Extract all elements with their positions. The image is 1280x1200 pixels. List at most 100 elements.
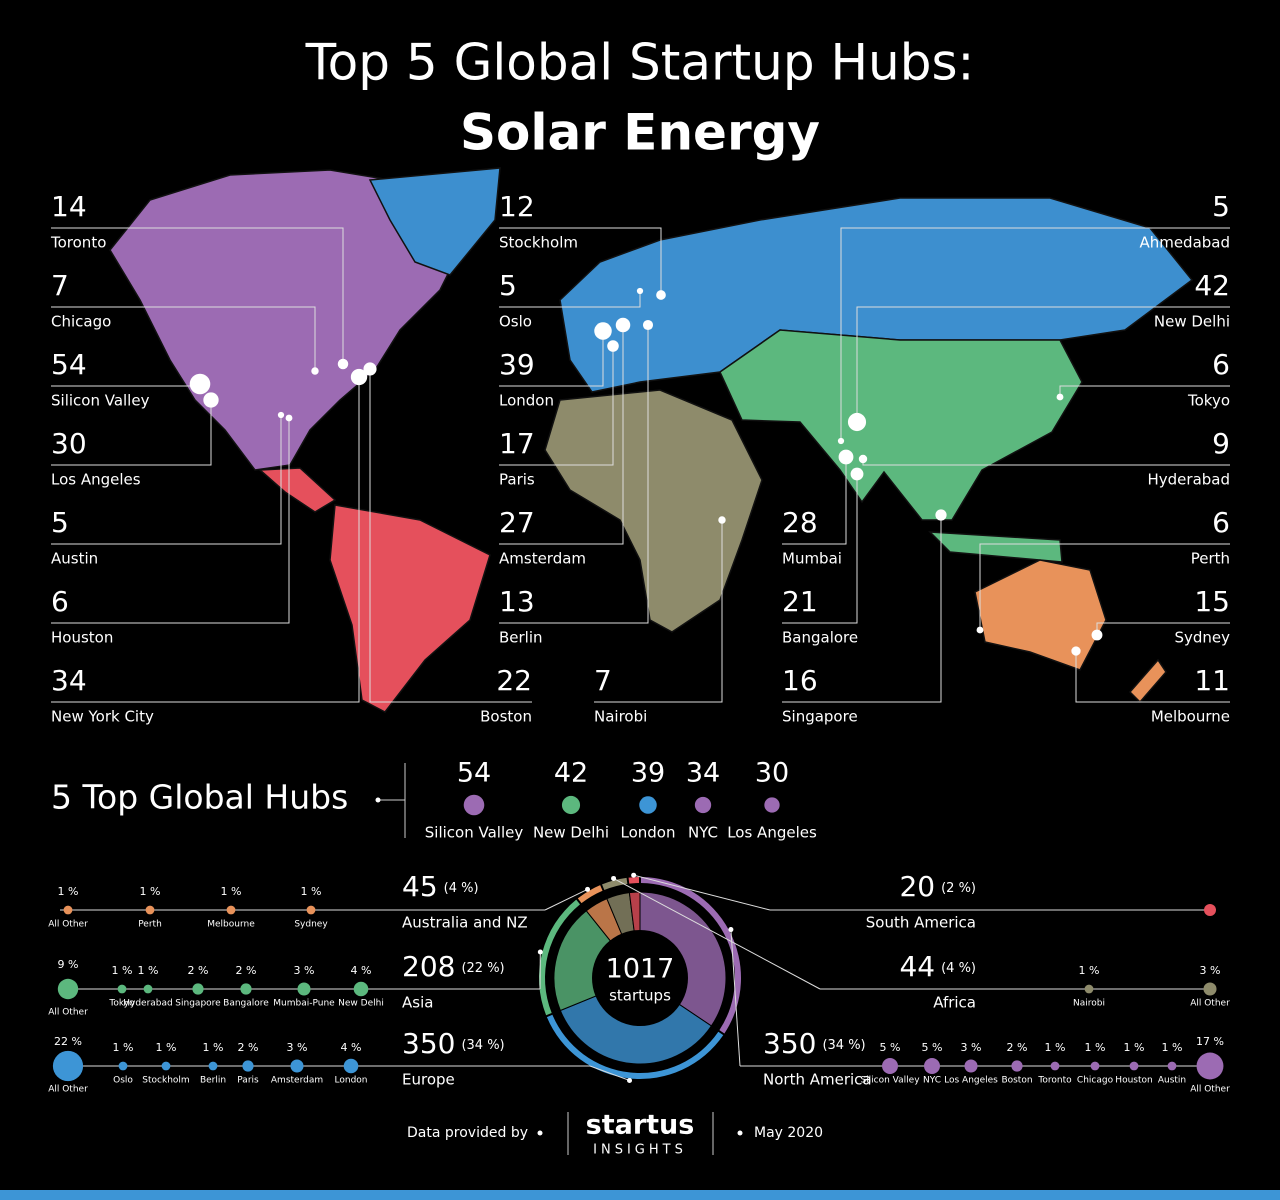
city-share: 1 % xyxy=(1124,1041,1145,1054)
region-share: (22 %) xyxy=(461,961,504,976)
donut-ring xyxy=(640,877,742,1034)
hub-value: 9 xyxy=(1212,427,1230,460)
hub-dot xyxy=(189,373,211,395)
top-hub-name: NYC xyxy=(688,824,718,842)
region-share: (2 %) xyxy=(941,881,976,896)
region-value: 20 (2 %) xyxy=(899,870,976,903)
hub-value: 22 xyxy=(496,664,532,697)
region-name: Australia and NZ xyxy=(402,914,528,932)
city-name: Austin xyxy=(1158,1076,1186,1086)
city-dot xyxy=(1050,1061,1060,1071)
city-name: Nairobi xyxy=(1073,999,1105,1009)
city-share: 1 % xyxy=(140,885,161,898)
city-share: 1 % xyxy=(221,885,242,898)
logo-bottom: INSIGHTS xyxy=(593,1143,687,1158)
hub-dot xyxy=(636,287,644,295)
top-hub-dot xyxy=(639,796,657,814)
hub-dot xyxy=(935,509,947,521)
connector-dot xyxy=(611,875,617,881)
city-dot xyxy=(290,1059,304,1073)
hub-dot xyxy=(642,319,654,331)
city-dot xyxy=(1090,1061,1100,1071)
connector-dot xyxy=(585,886,591,892)
city-dot xyxy=(52,1050,84,1082)
hub-name: Ahmedabad xyxy=(1139,234,1230,252)
leader-line xyxy=(51,418,290,624)
hub-dot xyxy=(363,362,377,376)
region-name: South America xyxy=(866,914,976,932)
leader-line xyxy=(51,415,282,545)
leader-line xyxy=(499,331,604,387)
hub-dot xyxy=(1091,629,1103,641)
hub-dot xyxy=(203,392,219,408)
city-share: 1 % xyxy=(301,885,322,898)
city-name: Oslo xyxy=(113,1076,133,1086)
region-name: Asia xyxy=(402,994,433,1012)
subtitle: Solar Energy xyxy=(460,104,820,162)
city-name: All Other xyxy=(48,1085,88,1095)
title: Top 5 Global Startup Hubs: xyxy=(305,34,975,92)
city-name: Chicago xyxy=(1077,1076,1114,1086)
hub-name: Oslo xyxy=(499,313,532,331)
hub-dot xyxy=(277,411,285,419)
region-value: 208 (22 %) xyxy=(402,950,505,983)
hub-value: 5 xyxy=(1212,190,1230,223)
hub-name: Singapore xyxy=(782,708,858,726)
hub-name: Melbourne xyxy=(1151,708,1230,726)
region-count: 44 xyxy=(899,950,935,983)
region-share: (34 %) xyxy=(822,1038,865,1053)
city-dot xyxy=(964,1059,978,1073)
region-value: 350 (34 %) xyxy=(763,1027,866,1060)
city-share: 4 % xyxy=(341,1041,362,1054)
hub-dot xyxy=(311,367,319,375)
hub-dot xyxy=(350,368,368,386)
region-count: 350 xyxy=(402,1027,455,1060)
leader-line xyxy=(840,227,1230,441)
city-share: 1 % xyxy=(113,1041,134,1054)
region-name: Europe xyxy=(402,1071,455,1089)
leader-line xyxy=(782,515,942,703)
city-dot xyxy=(192,983,204,995)
hub-name: Hyderabad xyxy=(1148,471,1231,489)
region-share: (34 %) xyxy=(461,1038,504,1053)
city-dot xyxy=(57,978,79,1000)
top-hub-value: 30 xyxy=(755,758,789,789)
city-dot xyxy=(208,1061,218,1071)
city-name: Tokyo xyxy=(108,999,135,1009)
hub-dot xyxy=(1056,393,1064,401)
city-dot xyxy=(240,983,252,995)
hub-dot xyxy=(858,454,868,464)
city-dot xyxy=(1167,1061,1177,1071)
city-share: 2 % xyxy=(238,1041,259,1054)
leader-line xyxy=(51,227,344,364)
hub-value: 42 xyxy=(1194,269,1230,302)
date: May 2020 xyxy=(754,1125,823,1141)
region-connector xyxy=(544,888,588,911)
region-dot xyxy=(1204,904,1216,916)
city-share: 3 % xyxy=(961,1041,982,1054)
hub-dots xyxy=(189,287,1103,656)
leader-line xyxy=(499,227,662,295)
top-hub-value: 34 xyxy=(686,758,720,789)
asia xyxy=(719,329,1083,521)
region-count: 45 xyxy=(402,870,438,903)
city-share: 1 % xyxy=(156,1041,177,1054)
city-dot xyxy=(882,1058,898,1074)
city-share: 1 % xyxy=(58,885,79,898)
new-zealand xyxy=(1128,658,1167,704)
provided-by: Data provided by xyxy=(407,1125,528,1141)
city-name: Boston xyxy=(1001,1076,1032,1086)
hub-name: Stockholm xyxy=(499,234,578,252)
top-hub-dot xyxy=(694,796,712,814)
donut-center xyxy=(592,930,688,1026)
connector-dot xyxy=(627,1077,633,1083)
hub-value: 21 xyxy=(782,585,818,618)
hub-value: 11 xyxy=(1194,664,1230,697)
hub-dot xyxy=(718,516,726,524)
leader-line xyxy=(1059,385,1230,397)
hub-dot xyxy=(976,626,984,634)
greenland xyxy=(368,167,501,276)
donut-ring xyxy=(538,899,581,1016)
hub-value: 12 xyxy=(499,190,535,223)
